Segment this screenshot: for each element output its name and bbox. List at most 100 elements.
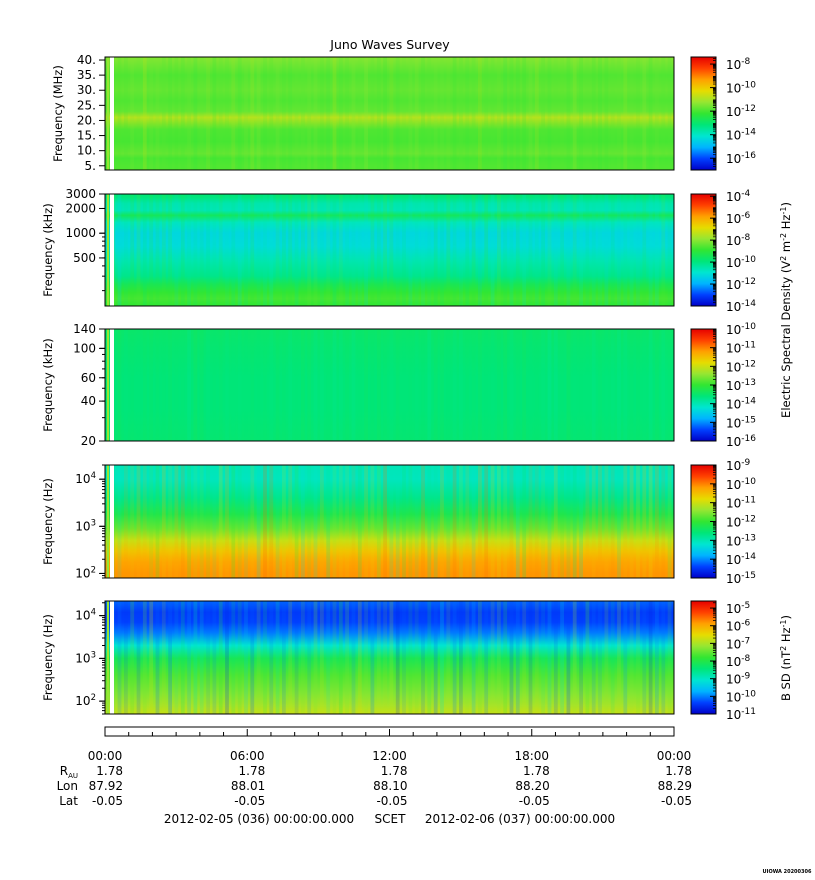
colorbar-tick-label: 10-8 [726,57,751,72]
spectrogram-fill [105,194,674,306]
colorbar-tick-label: 10-11 [726,707,756,722]
colorbar-tick-label: 10-8 [726,233,751,248]
plot-frame [104,193,675,307]
colorbar-tick-label: 10-13 [726,378,756,393]
colorbar-tick-label: 10-9 [726,672,751,687]
watermark: UIOWA 20200306 [763,869,812,875]
y-axis-label: Frequency (Hz) [41,614,55,701]
colorbar-tick-label: 10-12 [726,359,756,374]
data-gap-edge [107,465,109,578]
colorbar-tick-label: 10-14 [726,299,756,314]
y-tick-label: 140 [73,322,96,336]
y-tick-label: 5. [85,159,96,173]
colorbar-panel-1: 10-8 10-10 10-12 10-14 10-16 [690,56,756,171]
spectrogram-texture [105,329,672,441]
colorbar-tick-label: 10-8 [726,654,751,669]
colorbar-tick-label: 10-15 [726,415,756,430]
data-gap [110,329,114,441]
colorbar-tick-label: 10-7 [726,636,750,651]
ephemeris-value: 88.20 [515,779,549,793]
colorbar-tick-label: 10-14 [726,397,756,412]
y-tick-label: 15. [77,129,96,143]
time-tick-label: 00:00 [88,749,123,763]
spectrogram-texture [105,194,672,306]
data-gap-edge [107,601,109,714]
plot-frame [104,600,675,715]
colorbar-tick-label: 10-14 [726,128,756,143]
colorbar-panel-5: 10-5 10-6 10-7 10-8 10-9 10-10 10-11 [690,600,756,722]
y-tick-label: 1000 [65,226,96,240]
plot-frame [104,328,675,442]
colorbar-label-electric: Electric Spectral Density (V2 m-2 Hz-1) [779,202,793,418]
colorbar-panel-3: 10-10 10-11 10-12 10-13 10-14 10-15 10-16 [690,322,756,449]
y-tick-label: 60 [81,371,96,385]
spectrogram-panel-3: Frequency (kHz)14010060402010-1010-1110-… [41,322,756,449]
ephemeris-value: 1.78 [381,764,408,778]
ephemeris-row-label: Lat [59,794,78,808]
spectrogram-fill [105,57,674,170]
data-gap-edge [107,57,109,170]
chart-title: Juno Waves Survey [329,37,450,52]
y-tick-label: 2000 [65,201,96,215]
spectrogram-texture [105,57,672,170]
y-tick-label: 104 [75,471,96,486]
data-gap-edge [107,329,109,441]
y-tick-label: 40 [81,394,96,408]
time-tick-label: 00:00 [657,749,692,763]
spectrogram-fill [105,601,674,714]
time-tick-label: 12:00 [372,749,407,763]
y-tick-label: 103 [75,518,96,533]
data-gap [110,465,114,578]
time-range-label: SCET [375,812,407,826]
ephemeris-value: 1.78 [665,764,692,778]
y-tick-label: 104 [75,608,96,623]
colorbar-tick-label: 10-10 [726,689,756,704]
plot-frame [104,464,675,579]
y-tick-label: 30. [77,83,96,97]
y-tick-label: 10. [77,144,96,158]
colorbar-tick-label: 10-5 [726,601,750,616]
colorbar-tick-label: 10-10 [726,81,756,96]
y-axis-label: Frequency (Hz) [41,478,55,565]
colorbar-tick-label: 10-14 [726,552,756,567]
ephemeris-value: 1.78 [239,764,266,778]
y-tick-label: 35. [77,68,96,82]
spectrogram-texture [105,465,672,578]
y-axis-label: Frequency (kHz) [41,203,55,296]
y-tick-label: 25. [77,98,96,112]
ephemeris-value: 88.10 [373,779,407,793]
colorbar-tick-label: 10-12 [726,277,756,292]
ephemeris-value: 88.01 [231,779,265,793]
colorbar-tick-label: 10-16 [726,151,756,166]
spectrogram-panel-5: Frequency (Hz) 10410310210-510-610-710-81… [41,600,756,722]
colorbar-tick-label: 10-12 [726,515,756,530]
spectrogram-fill [105,329,674,441]
colorbar-tick-label: 10-6 [726,619,751,634]
spectrogram-fill [105,465,674,578]
data-gap-edge [107,194,109,306]
time-tick-label: 18:00 [514,749,549,763]
colorbar-tick-label: 10-16 [726,434,756,449]
colorbar-tick-label: 10-15 [726,571,756,586]
colorbar-tick-label: 10-10 [726,477,756,492]
ephemeris-value: 88.29 [658,779,692,793]
ephemeris-value: -0.05 [234,794,265,808]
colorbar-tick-label: 10-11 [726,341,756,356]
ephemeris-row-label: Lon [57,779,78,793]
spectrogram-texture [105,601,672,714]
ephemeris-value: 87.92 [89,779,123,793]
colorbar-scale [690,56,717,171]
time-tick-label: 06:00 [230,749,265,763]
colorbar-tick-label: 10-11 [726,496,756,511]
y-tick-label: 100 [73,341,96,355]
y-tick-label: 102 [75,693,96,708]
time-range-end: 2012-02-06 (037) 00:00:00.000 [425,812,615,826]
colorbar-panel-2: 10-4 10-6 10-8 10-10 10-12 10-14 [690,189,756,314]
data-gap [110,194,114,306]
y-axis-label: Frequency (MHz) [51,65,65,162]
colorbar-tick-label: 10-13 [726,533,756,548]
colorbar-scale [690,600,717,715]
colorbar-tick-label: 10-10 [726,322,756,337]
ephemeris-value: 1.78 [523,764,550,778]
